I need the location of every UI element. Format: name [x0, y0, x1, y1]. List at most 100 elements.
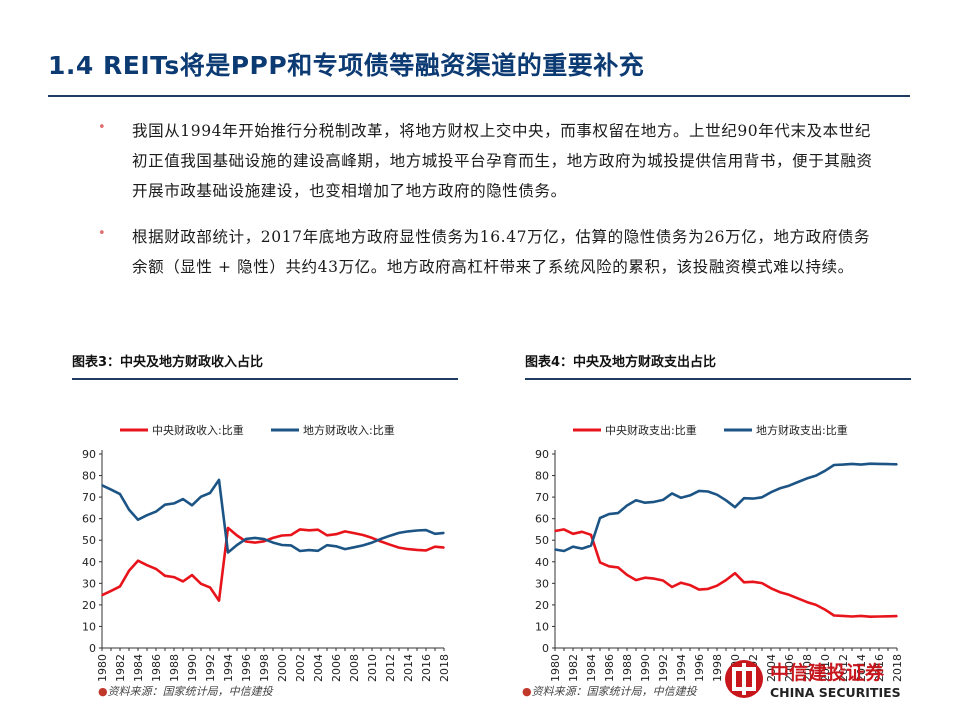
- x-tick-label: 2018: [891, 654, 904, 682]
- x-tick-label: 2010: [819, 654, 832, 682]
- chart-title: 图表3：中央及地方财政收入占比: [72, 355, 264, 370]
- data-point: [581, 531, 583, 533]
- data-point: [590, 534, 592, 536]
- x-tick-label: 2000: [276, 654, 289, 682]
- chart-panel-expenditure: 图表4：中央及地方财政支出占比 中央财政支出:比重 地方财政支出:比重 0 10 20 3…: [525, 352, 911, 702]
- data-point: [389, 534, 391, 537]
- x-tick-label: 1982: [114, 654, 127, 682]
- x-tick-label: 2004: [765, 654, 778, 682]
- x-tick-label: 2002: [294, 654, 307, 682]
- data-point: [380, 538, 382, 540]
- data-point: [617, 566, 619, 569]
- x-tick-label: 1986: [603, 654, 616, 682]
- data-point: [752, 497, 754, 500]
- data-point: [869, 462, 871, 465]
- x-tick-label: 2006: [783, 654, 796, 682]
- data-point: [335, 545, 337, 548]
- data-point: [182, 498, 184, 500]
- x-tick-label: 2012: [837, 654, 850, 682]
- data-point: [128, 570, 130, 572]
- data-point: [626, 574, 628, 576]
- page-title: 1.4 REITs将是PPP和专项债等融资渠道的重要补充: [48, 51, 645, 80]
- data-point: [218, 599, 220, 602]
- data-point: [434, 545, 436, 548]
- data-point: [353, 546, 355, 549]
- data-point: [353, 532, 355, 534]
- data-point: [851, 463, 853, 465]
- data-point: [707, 588, 709, 590]
- data-point: [101, 484, 103, 487]
- bullet-dot-icon: •: [98, 226, 106, 241]
- data-point: [734, 572, 736, 574]
- data-point: [182, 580, 184, 583]
- data-point: [644, 576, 646, 579]
- x-tick-label: 2010: [366, 654, 379, 682]
- data-point: [263, 540, 265, 543]
- bullet-item: • 我国从1994年开始推行分税制改革，将地方财权上交中央，而事权留在地方。上世…: [96, 116, 886, 206]
- data-point: [407, 548, 409, 550]
- data-point: [281, 534, 283, 537]
- data-point: [443, 546, 445, 549]
- data-point: [119, 585, 121, 588]
- x-tick-label: 2006: [330, 654, 343, 682]
- x-tick-label: 1980: [549, 654, 562, 682]
- source-bullet-icon: ●: [522, 685, 532, 698]
- data-point: [878, 615, 880, 618]
- data-point: [101, 594, 103, 596]
- data-point: [236, 534, 238, 537]
- data-point: [218, 479, 220, 481]
- data-point: [689, 494, 691, 497]
- data-point: [272, 541, 274, 544]
- x-tick-label: 2018: [438, 654, 451, 682]
- data-point: [299, 550, 301, 552]
- data-point: [443, 532, 445, 534]
- x-tick-label: 2004: [312, 654, 325, 682]
- x-tick-label: 1992: [204, 654, 217, 682]
- data-point: [788, 594, 790, 596]
- x-tick-label: 1996: [240, 654, 253, 682]
- data-point: [164, 503, 166, 506]
- data-point: [137, 559, 139, 562]
- bullet-text: 我国从1994年开始推行分税制改革，将地方财权上交中央，而事权留在地方。上世纪9…: [132, 122, 873, 200]
- chart-source: ●资料来源：国家统计局，中信建投: [522, 683, 697, 699]
- data-point: [671, 492, 673, 495]
- x-tick-label: 2014: [855, 654, 868, 682]
- data-point: [653, 577, 655, 580]
- data-point: [761, 582, 763, 584]
- data-point: [398, 546, 400, 549]
- series-line-1: [554, 462, 898, 553]
- data-point: [416, 529, 418, 532]
- data-point: [173, 502, 175, 505]
- data-point: [599, 561, 601, 564]
- data-point: [896, 463, 898, 466]
- y-tick-label: 30: [82, 577, 96, 590]
- x-tick-label: 1986: [150, 654, 163, 682]
- data-point: [563, 528, 565, 531]
- data-point: [698, 588, 700, 591]
- data-point: [254, 537, 256, 539]
- x-tick-label: 1998: [258, 654, 271, 682]
- y-tick-label: 20: [82, 599, 96, 612]
- data-point: [635, 499, 637, 502]
- data-point: [563, 550, 565, 552]
- data-point: [716, 493, 718, 496]
- title-divider: [48, 95, 910, 97]
- data-point: [191, 504, 193, 507]
- expenditure-share-chart: 中央财政支出:比重 地方财政支出:比重 0 10 20 30 40 50 60 70 80 90 198…: [535, 423, 904, 682]
- data-point: [887, 463, 889, 465]
- data-point: [851, 615, 853, 618]
- source-text: 资料来源：国家统计局，中信建投: [531, 685, 697, 698]
- data-point: [716, 584, 718, 587]
- data-point: [788, 484, 790, 487]
- data-point: [626, 504, 628, 507]
- logo-en-text: CHINA SECURITIES: [770, 685, 901, 700]
- bullet-item: • 根据财政部统计，2017年底地方政府显性债务为16.47万亿，估算的隐性债务…: [96, 222, 886, 282]
- data-point: [608, 513, 610, 515]
- data-point: [869, 615, 871, 618]
- data-point: [770, 491, 772, 493]
- data-point: [146, 564, 148, 566]
- data-point: [254, 541, 256, 544]
- y-tick-label: 60: [82, 513, 96, 526]
- data-point: [209, 586, 211, 589]
- data-point: [698, 490, 700, 492]
